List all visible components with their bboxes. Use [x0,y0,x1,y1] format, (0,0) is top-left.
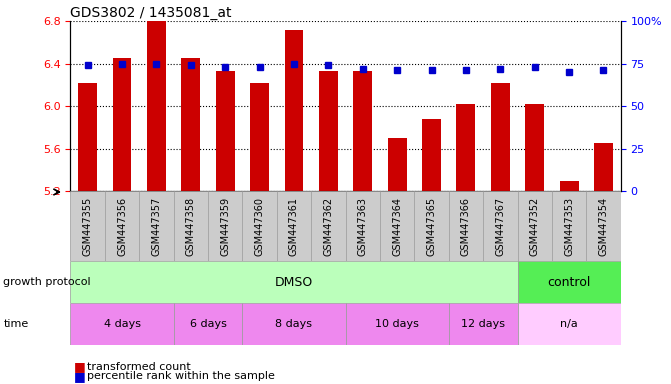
Bar [285,30,303,191]
Text: GSM447358: GSM447358 [186,197,196,256]
Text: GSM447357: GSM447357 [152,197,162,256]
Text: transformed count: transformed count [87,362,191,372]
Text: time: time [3,319,29,329]
Bar [456,104,475,191]
Bar [250,83,269,191]
Text: ■: ■ [74,370,86,383]
Bar [560,180,578,191]
Bar [113,58,132,191]
Bar [181,58,200,191]
Text: percentile rank within the sample: percentile rank within the sample [87,371,275,381]
Text: DMSO: DMSO [275,276,313,289]
Text: GSM447367: GSM447367 [495,197,505,256]
Text: GDS3802 / 1435081_at: GDS3802 / 1435081_at [70,6,232,20]
Bar [70,261,517,303]
Text: GSM447365: GSM447365 [427,197,437,256]
Bar [70,303,174,345]
Text: GSM447364: GSM447364 [392,197,402,256]
Bar [422,119,441,191]
Bar [354,71,372,191]
Text: GSM447363: GSM447363 [358,197,368,256]
Bar [174,303,242,345]
Bar [449,303,517,345]
Bar [517,303,621,345]
Bar [388,138,407,191]
Bar [242,303,346,345]
Text: GSM447360: GSM447360 [254,197,264,256]
Text: GSM447359: GSM447359 [220,197,230,256]
Bar [319,71,338,191]
Text: 8 days: 8 days [276,319,313,329]
Text: GSM447362: GSM447362 [323,197,333,256]
Text: GSM447354: GSM447354 [599,197,609,256]
Text: 12 days: 12 days [461,319,505,329]
Bar [517,261,621,303]
Text: GSM447355: GSM447355 [83,197,93,256]
Bar [216,71,235,191]
Text: GSM447353: GSM447353 [564,197,574,256]
Bar [346,303,449,345]
Text: GSM447366: GSM447366 [461,197,471,256]
Bar [491,83,510,191]
Bar [594,143,613,191]
Text: n/a: n/a [560,319,578,329]
Text: ■: ■ [74,360,86,373]
Text: GSM447352: GSM447352 [529,197,539,256]
Text: control: control [548,276,590,289]
Bar [79,83,97,191]
Bar [525,104,544,191]
Text: 4 days: 4 days [103,319,140,329]
Text: GSM447361: GSM447361 [289,197,299,256]
Text: GSM447356: GSM447356 [117,197,127,256]
Bar [147,21,166,191]
Text: 10 days: 10 days [375,319,419,329]
Text: growth protocol: growth protocol [3,277,91,287]
Text: 6 days: 6 days [190,319,226,329]
